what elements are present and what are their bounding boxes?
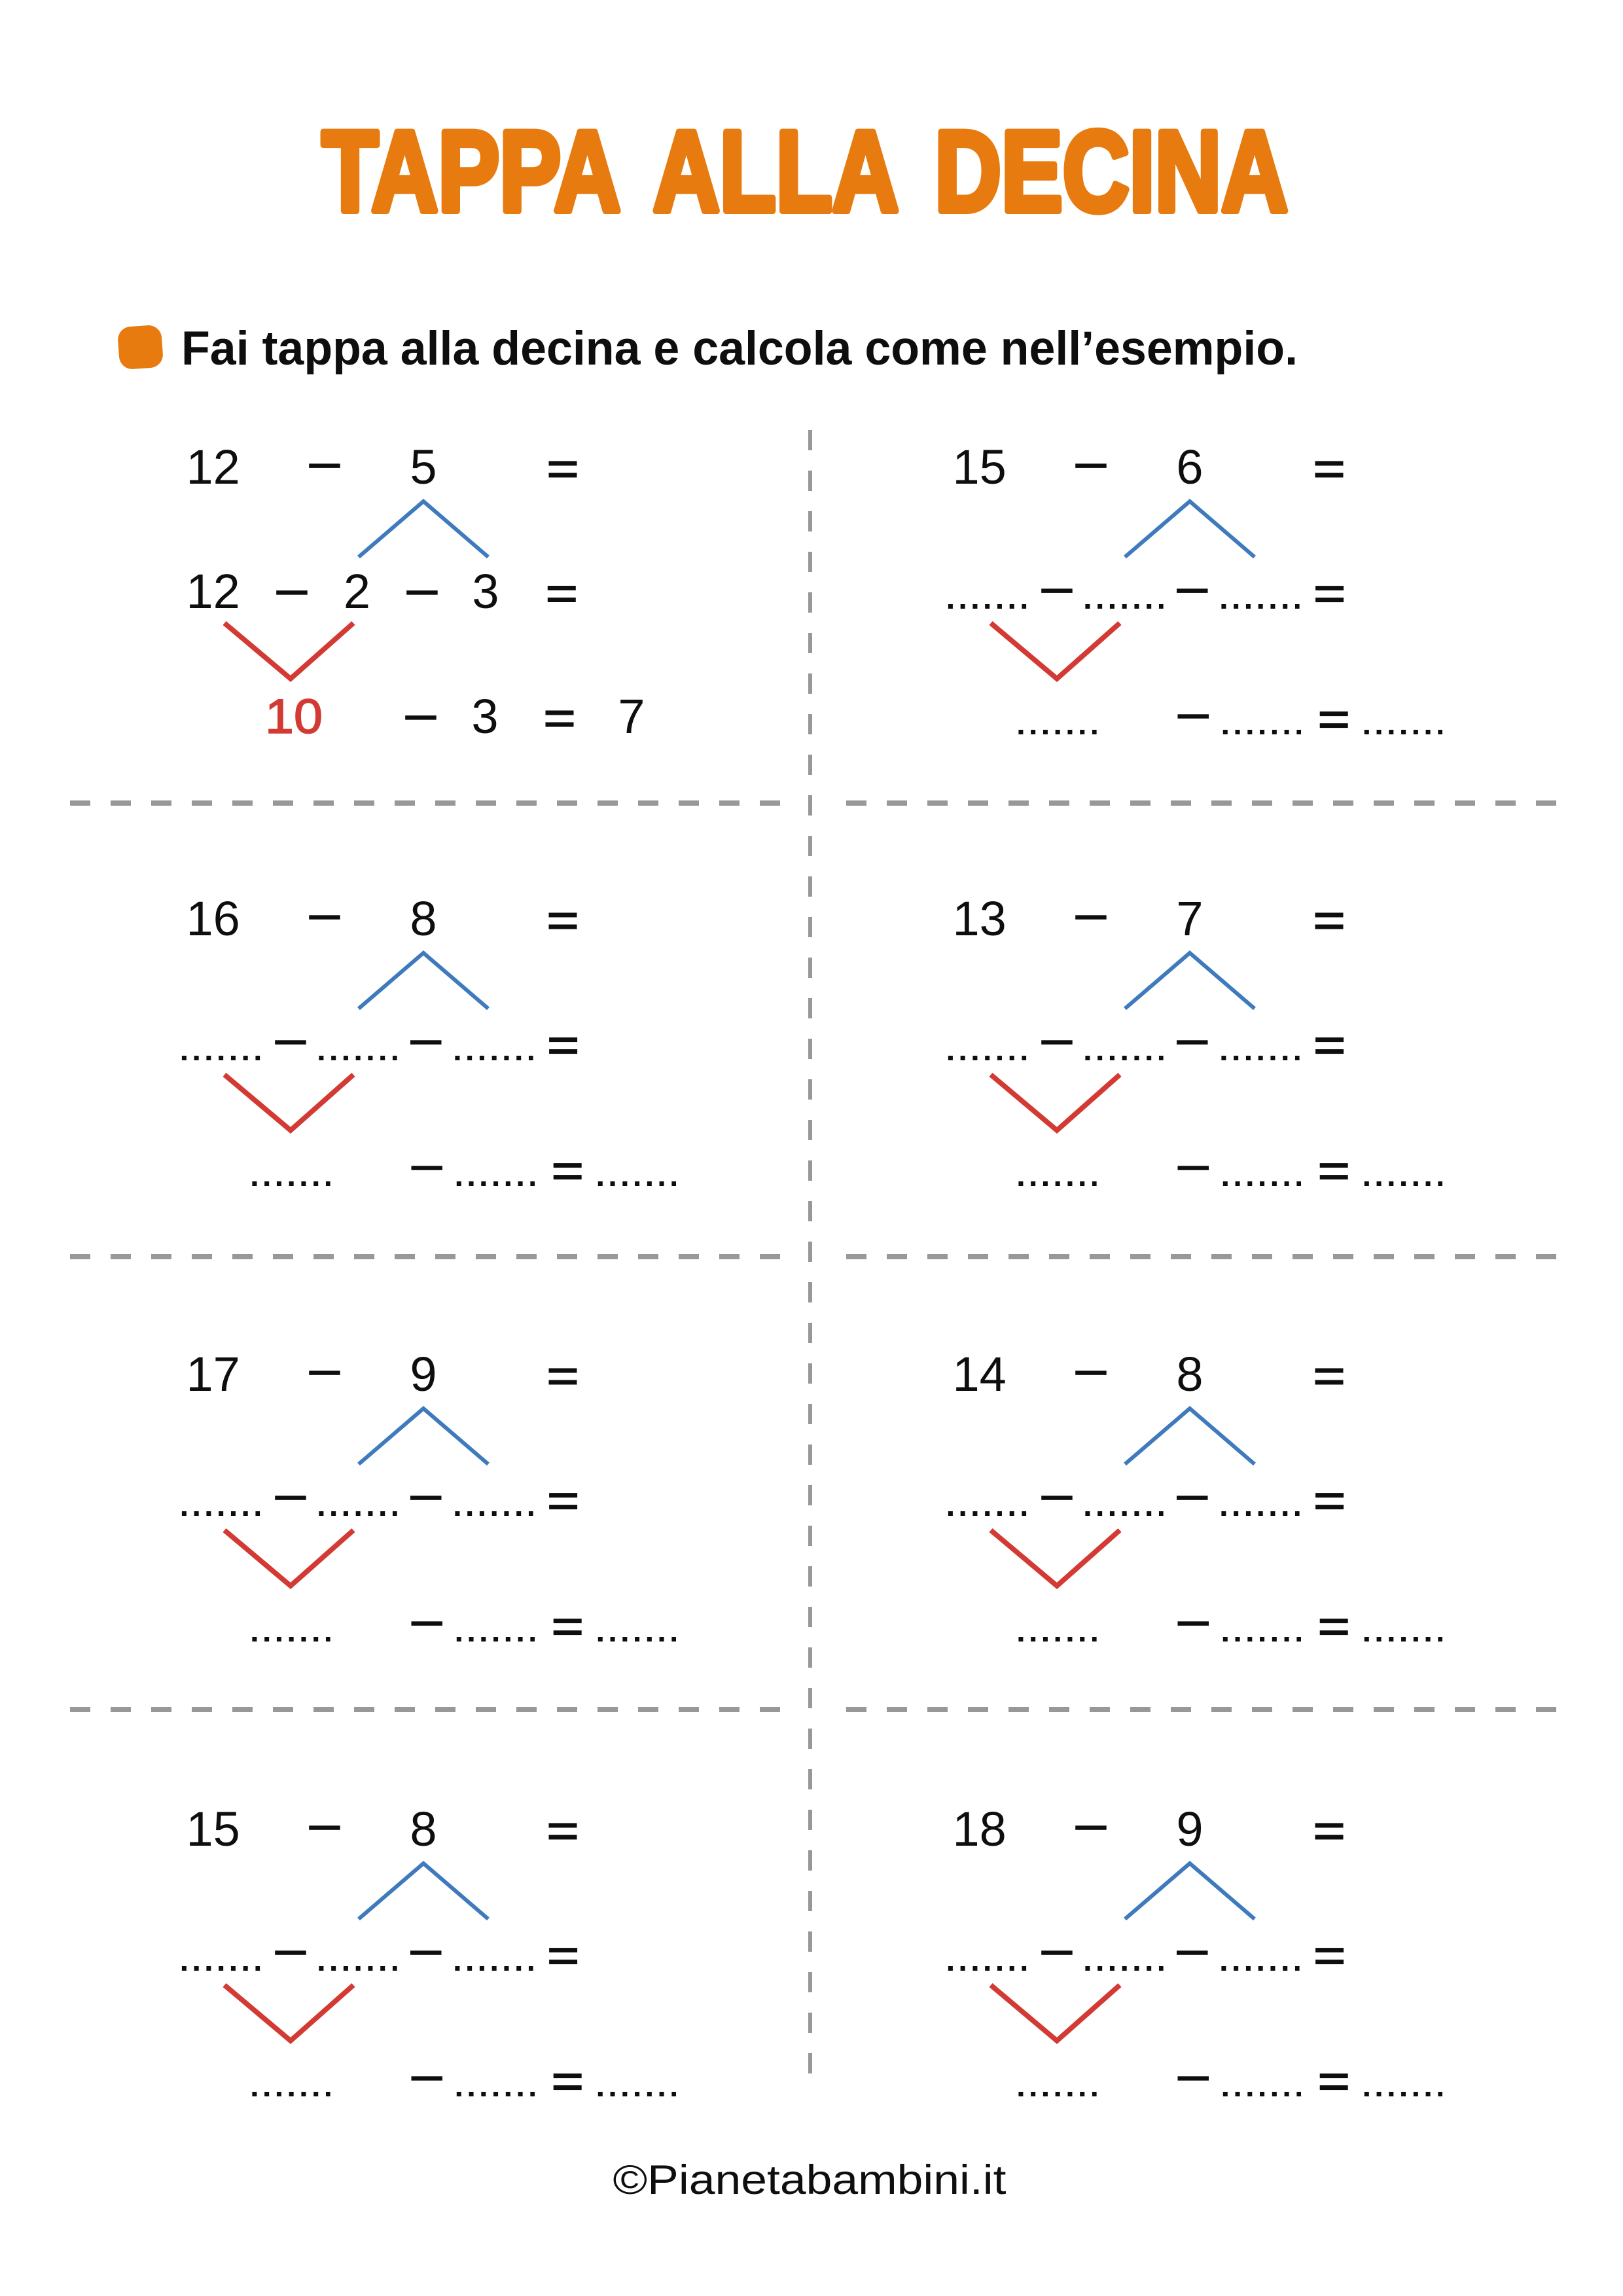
svg-text:12: 12 [187,564,240,619]
svg-text:Fai tappa alla decina e calcol: Fai tappa alla decina e calcola come nel… [181,322,1298,375]
svg-text:7: 7 [618,689,645,744]
svg-text:8: 8 [410,1802,437,1856]
svg-text:16: 16 [187,891,240,946]
svg-text:15: 15 [187,1802,240,1856]
svg-text:5: 5 [410,440,437,494]
svg-text:8: 8 [1176,1347,1203,1401]
svg-text:15: 15 [953,440,1007,494]
svg-text:6: 6 [1176,440,1203,494]
svg-text:14: 14 [953,1347,1007,1401]
svg-text:8: 8 [410,891,437,946]
svg-text:12: 12 [187,440,240,494]
svg-text:7: 7 [1176,891,1203,946]
svg-text:3: 3 [471,689,498,744]
svg-text:18: 18 [953,1802,1007,1856]
svg-text:2: 2 [344,564,370,619]
svg-text:©Pianetabambini.it: ©Pianetabambini.it [613,2157,1007,2203]
svg-text:13: 13 [953,891,1007,946]
svg-text:17: 17 [187,1347,240,1401]
svg-text:10: 10 [265,689,323,744]
svg-text:9: 9 [410,1347,437,1401]
svg-text:3: 3 [472,564,499,619]
svg-text:9: 9 [1176,1802,1203,1856]
svg-text:TAPPA ALLA DECINA: TAPPA ALLA DECINA [322,108,1288,236]
